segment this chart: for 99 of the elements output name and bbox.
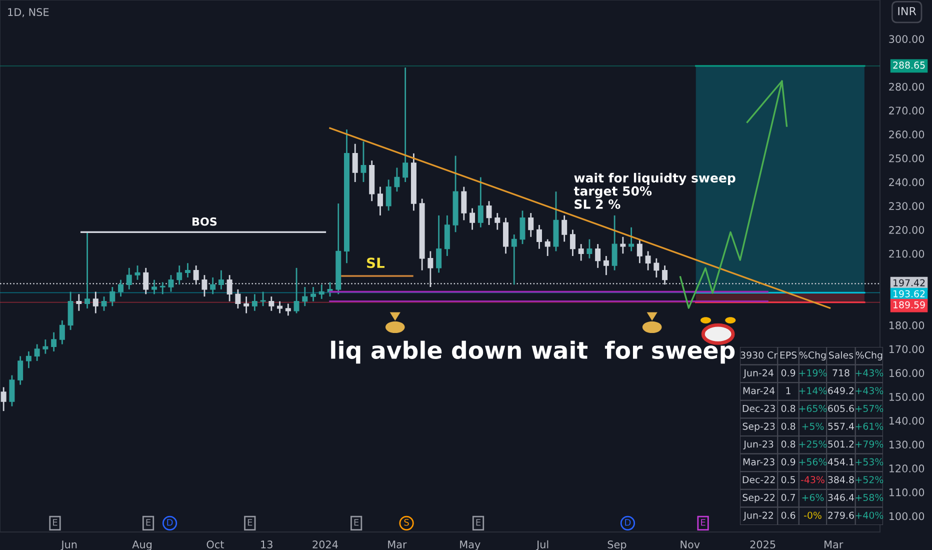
- text: 0.7: [781, 494, 795, 502]
- category-label: Sales: [829, 351, 854, 359]
- annotation: D: [167, 519, 173, 526]
- text: 279.6: [828, 512, 854, 519]
- text: +14%: [799, 387, 827, 394]
- text: 0.8: [781, 422, 796, 430]
- x-tick-label: Aug: [132, 540, 152, 550]
- x-tick-label: Mar: [824, 540, 844, 548]
- text: +6%: [802, 494, 824, 502]
- text: Dec-23: [742, 404, 775, 412]
- x-tick-label: 2025: [750, 540, 776, 548]
- y-tick-label: 260.00: [889, 130, 924, 138]
- text: 0.9: [781, 458, 796, 466]
- text: Jun-22: [743, 512, 773, 521]
- text: 1: [786, 387, 790, 394]
- text: +43%: [856, 369, 884, 376]
- text: 384.8: [828, 476, 854, 484]
- y-tick-label: 300.00: [889, 35, 924, 43]
- y-tick-label: 280.00: [889, 82, 924, 91]
- category-label: %Chg: [856, 351, 882, 360]
- text: 1D, NSE: [8, 8, 49, 18]
- annotation: E: [248, 519, 252, 526]
- y-tick-label: 210.00: [889, 250, 924, 258]
- y-tick-label: 110.00: [889, 488, 924, 496]
- text: Dec-22: [742, 476, 775, 484]
- text: +58%: [856, 494, 884, 502]
- text: 0.5: [781, 476, 795, 484]
- y-tick-label: 220.00: [889, 226, 924, 234]
- x-tick-label: Mar: [388, 540, 407, 548]
- x-tick-label: Nov: [680, 540, 700, 548]
- y-tick-label: 230.00: [889, 202, 924, 210]
- ref-line-label: 197.42: [894, 279, 925, 286]
- text: +53%: [856, 458, 884, 466]
- annotation: BOS: [192, 217, 217, 226]
- ref-line-label: 193.62: [894, 290, 925, 298]
- x-tick-label: Jul: [536, 540, 548, 550]
- text: -43%: [801, 476, 824, 484]
- annotation: D: [625, 519, 631, 526]
- text: 0.6: [781, 512, 796, 519]
- text: 0.8: [781, 404, 796, 412]
- text: Jun-24: [743, 369, 774, 378]
- annotation: E: [701, 519, 706, 526]
- text: Mar-24: [743, 387, 775, 394]
- annotation: SL: [367, 258, 384, 268]
- text: 649.2: [828, 387, 854, 394]
- y-tick-label: 180.00: [889, 321, 924, 330]
- text: +57%: [856, 404, 884, 412]
- annotation: liq avble down wait for sweep: [331, 340, 735, 364]
- y-tick-label: 170.00: [889, 345, 924, 354]
- annotation: S: [404, 518, 409, 526]
- text: -0%: [804, 512, 822, 519]
- y-tick-label: 160.00: [889, 369, 924, 377]
- y-tick-label: 120.00: [889, 464, 924, 472]
- annotation: E: [354, 519, 359, 526]
- y-tick-label: 140.00: [889, 416, 924, 425]
- text: 0.9: [781, 369, 796, 376]
- text: +65%: [799, 404, 827, 412]
- text: INR: [898, 7, 916, 16]
- text: +52%: [856, 476, 884, 484]
- text: 557.4: [828, 422, 854, 430]
- text: Sep-23: [742, 422, 775, 432]
- ref-line-label: 189.59: [894, 301, 925, 308]
- text: 605.6: [828, 404, 854, 412]
- category-label: EPS: [780, 351, 797, 359]
- y-tick-label: 150.00: [889, 392, 924, 401]
- y-tick-label: 250.00: [889, 154, 924, 162]
- text: 501.2: [828, 440, 854, 448]
- text: +40%: [856, 512, 884, 519]
- category-label: %Chg: [800, 351, 826, 360]
- x-tick-label: Jun: [60, 540, 77, 550]
- text: Mar-23: [743, 458, 774, 466]
- annotation: wait for liquidty sweep target 50% SL 2 %: [574, 172, 736, 209]
- ref-line-label: 288.65: [893, 62, 925, 69]
- annotation: E: [476, 519, 481, 526]
- text: 718: [832, 369, 850, 376]
- text: 454.1: [828, 458, 854, 466]
- text: +5%: [802, 422, 824, 430]
- text: +25%: [799, 440, 827, 448]
- y-tick-label: 270.00: [889, 106, 924, 115]
- x-tick-label: May: [460, 540, 480, 550]
- x-tick-label: Sep: [608, 540, 626, 550]
- text: 346.4: [828, 494, 854, 502]
- text: +56%: [799, 458, 827, 466]
- x-tick-label: 2024: [312, 540, 338, 548]
- text: +79%: [856, 440, 884, 448]
- text: +43%: [856, 387, 884, 394]
- y-tick-label: 100.00: [889, 512, 924, 520]
- text: Sep-22: [742, 494, 774, 503]
- category-label: 3930 Cr: [740, 351, 778, 359]
- text: 0.8: [781, 440, 796, 448]
- y-tick-label: 240.00: [889, 178, 924, 186]
- annotation: E: [53, 519, 58, 526]
- x-tick-label: Oct: [206, 540, 224, 548]
- annotation: E: [146, 519, 151, 526]
- text: +61%: [856, 422, 884, 430]
- y-tick-label: 130.00: [889, 440, 924, 449]
- text: Jun-23: [743, 440, 774, 450]
- x-tick-label: 13: [261, 540, 272, 548]
- text: +19%: [799, 369, 827, 376]
